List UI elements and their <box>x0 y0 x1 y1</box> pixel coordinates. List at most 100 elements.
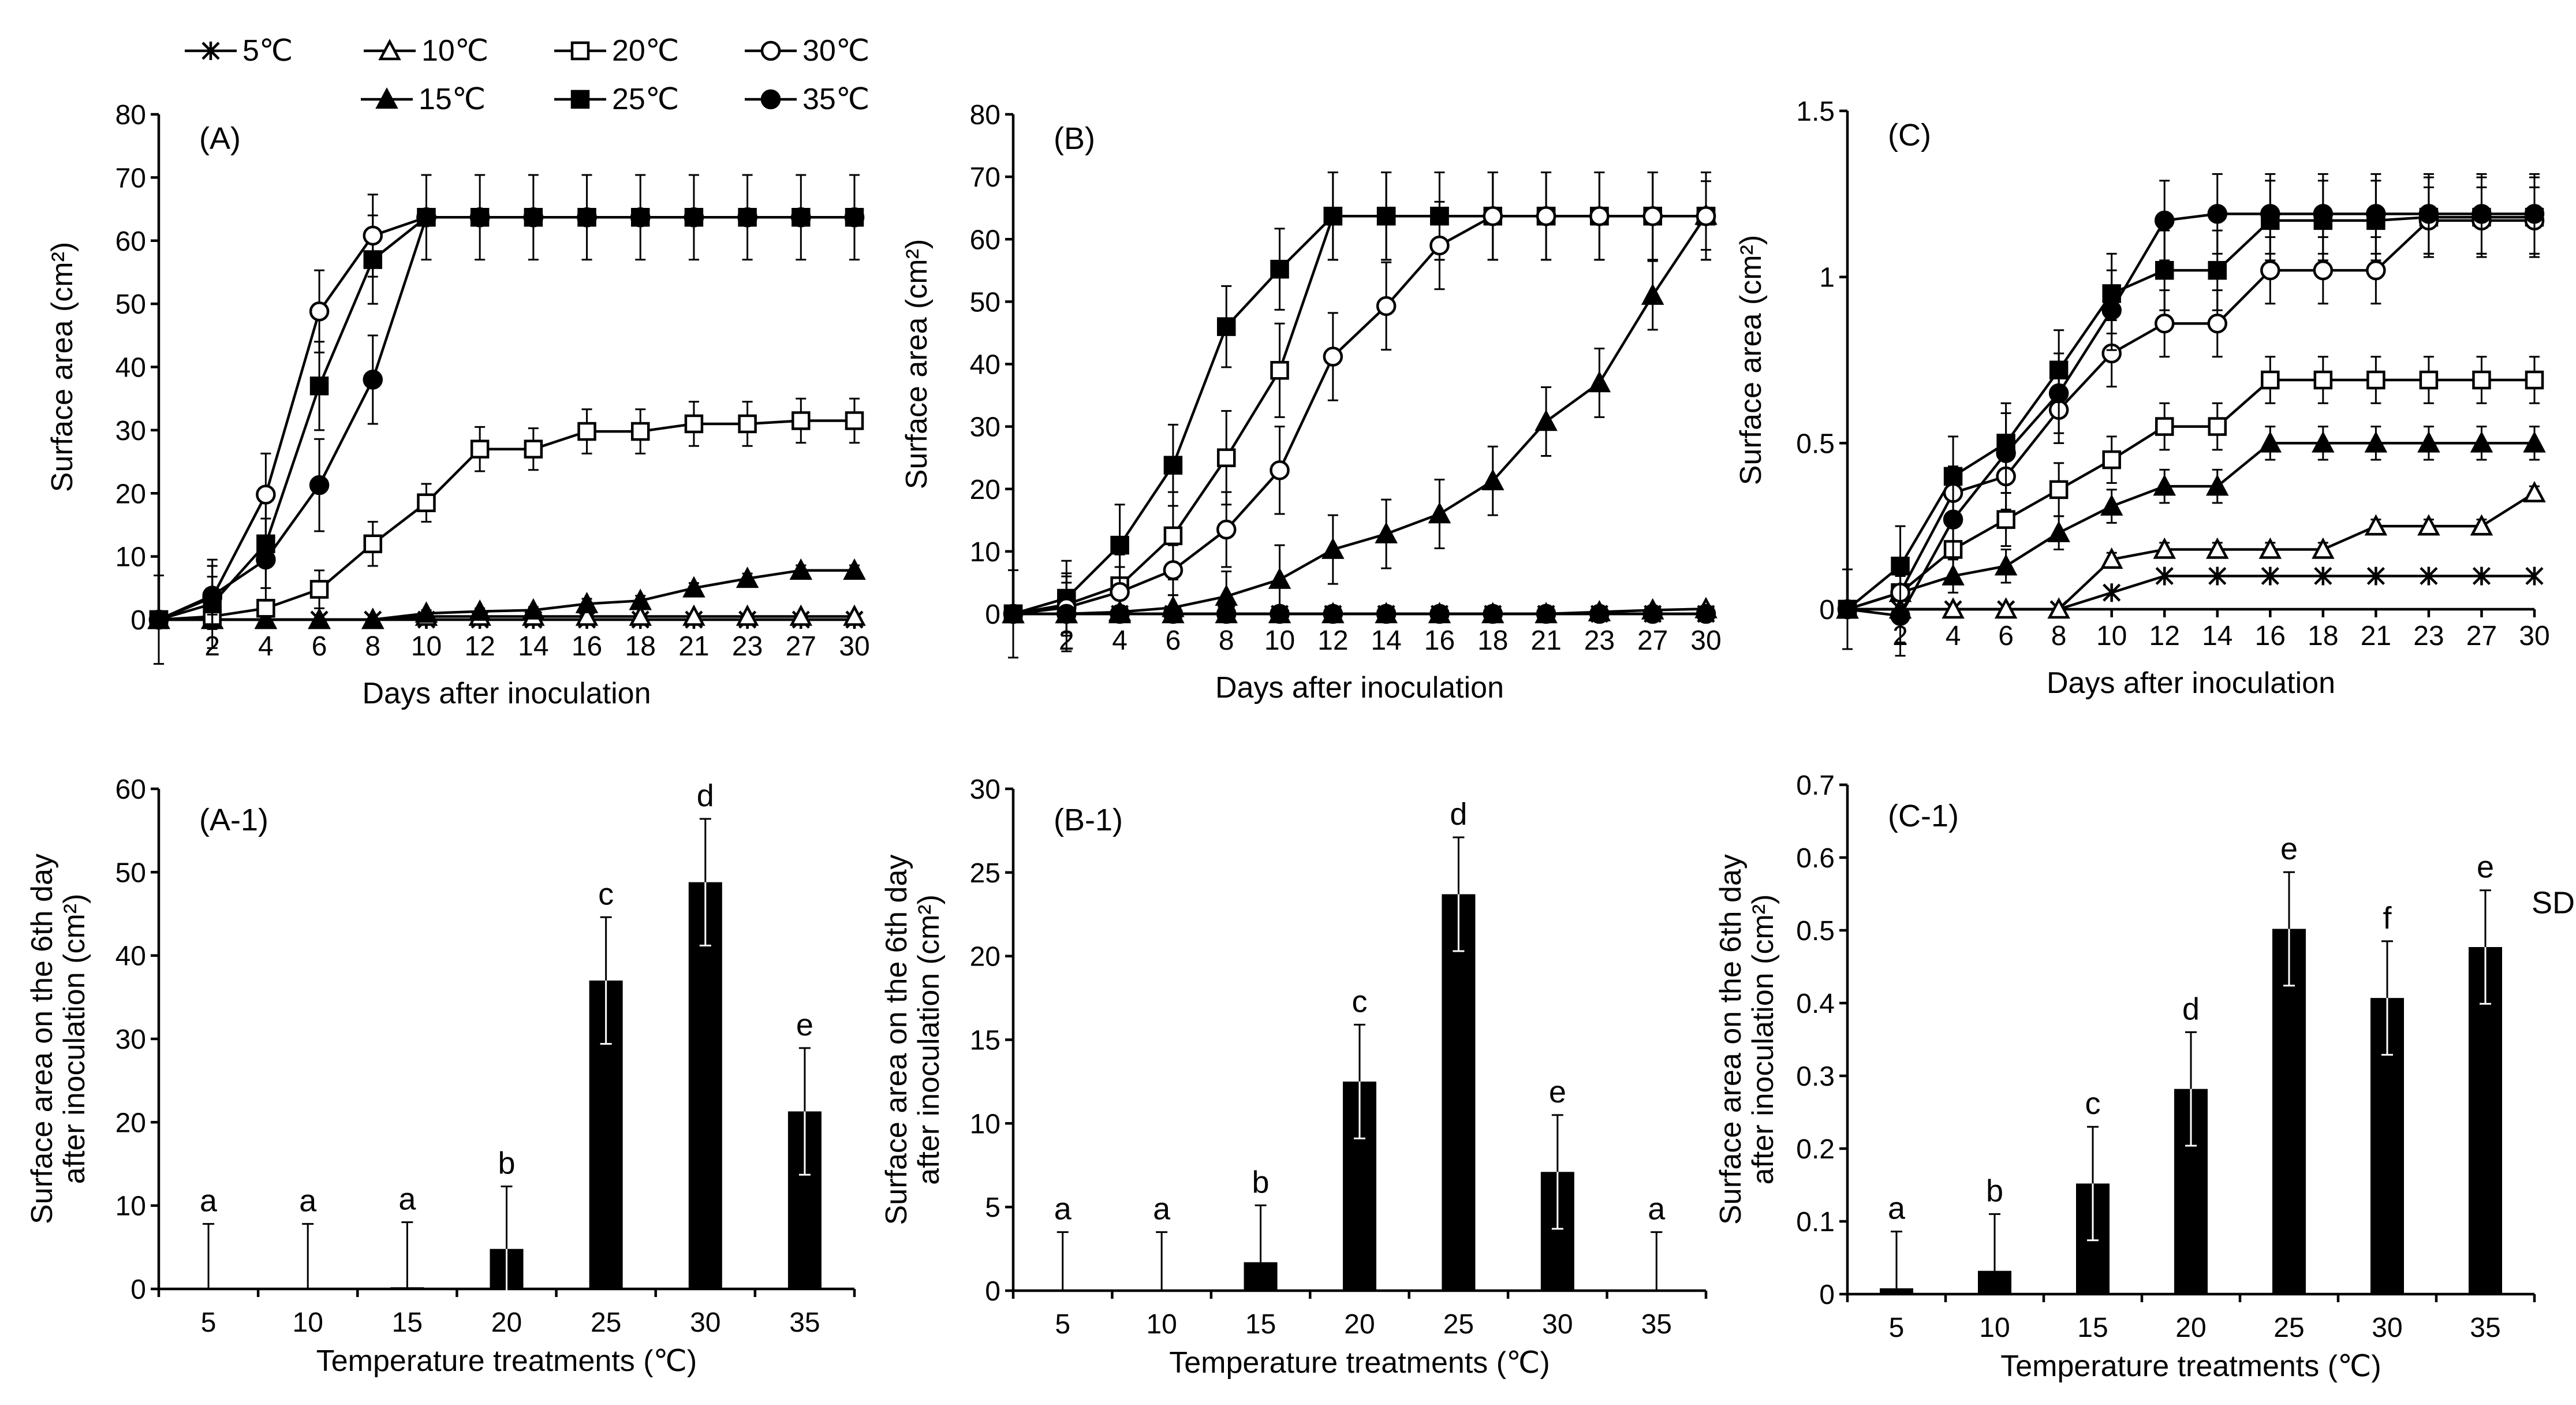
data-point <box>1270 603 1290 624</box>
x-tick-label: 6 <box>1166 625 1181 656</box>
panel-label: (A-1) <box>199 803 268 837</box>
data-point <box>2258 431 2282 453</box>
x-tick-label: 30 <box>2519 621 2549 651</box>
x-tick-label: 21 <box>678 631 709 662</box>
data-point <box>2312 431 2335 453</box>
y-tick-label: 40 <box>115 941 146 972</box>
y-axis-label: Surface area (cm²) <box>900 239 934 489</box>
data-point <box>2155 567 2174 586</box>
y-tick-label: 25 <box>970 858 1000 889</box>
legend-label: 20℃ <box>612 34 679 68</box>
data-point <box>1375 521 1398 543</box>
y-tick-label: 0 <box>1819 595 1835 625</box>
x-tick-label: 12 <box>464 631 495 662</box>
y-tick-label: 30 <box>970 412 1000 443</box>
data-point <box>1323 603 1343 624</box>
y-tick-label: 50 <box>115 858 146 888</box>
data-point <box>575 591 599 613</box>
data-point <box>2261 370 2280 390</box>
x-tick-label: 5 <box>1055 1309 1070 1340</box>
y-tick-label: 1.5 <box>1796 96 1835 127</box>
y-tick-label: 0.3 <box>1796 1061 1835 1092</box>
data-point <box>2103 583 2121 602</box>
y-tick-label: 60 <box>115 774 146 805</box>
y-tick-label: 0.5 <box>1796 916 1835 946</box>
data-point <box>309 580 329 599</box>
data-point <box>2313 370 2333 390</box>
y-tick-label: 5 <box>985 1192 1000 1223</box>
data-point <box>309 377 329 396</box>
data-point <box>2153 474 2176 496</box>
data-point <box>1215 584 1238 606</box>
data-point <box>736 567 759 588</box>
legend-item: 15℃ <box>361 83 486 116</box>
significance-letter: a <box>1888 1191 1906 1226</box>
data-point <box>1696 603 1716 624</box>
data-point <box>2313 260 2334 281</box>
data-point <box>1216 317 1236 336</box>
data-point <box>789 604 813 626</box>
x-tick-label: 21 <box>2361 621 2391 651</box>
x-tick-label: 6 <box>312 631 327 662</box>
data-point <box>1641 283 1664 305</box>
y-axis-label: Surface area on the 6th day <box>880 855 913 1225</box>
legend-marker-square <box>570 41 590 61</box>
data-point <box>1429 603 1450 624</box>
y-tick-label: 10 <box>115 542 146 573</box>
data-point <box>1270 361 1289 380</box>
legend-label: 30℃ <box>802 34 869 68</box>
data-point <box>2524 204 2545 224</box>
x-tick-label: 14 <box>2202 621 2232 651</box>
series-square-open <box>149 397 864 629</box>
data-point <box>361 608 384 629</box>
bar <box>688 882 722 1289</box>
data-point <box>1376 296 1397 316</box>
data-point <box>1536 206 1556 226</box>
data-point <box>1268 567 1291 589</box>
bar <box>2272 929 2306 1294</box>
data-point <box>1483 206 1503 226</box>
legend-marker-triangle <box>378 39 401 61</box>
data-point <box>1003 603 1024 624</box>
significance-letter: e <box>1549 1075 1566 1109</box>
bar-chart-1: 0 5 10 15 20 25 30 5 10 15 20 25 30 35 Temperature tre… <box>880 774 1708 1380</box>
y-tick-label: 80 <box>970 100 1000 131</box>
y-axis-label: after inoculation (cm²) <box>1746 895 1780 1185</box>
x-tick-label: 35 <box>2470 1313 2500 1343</box>
data-point <box>2366 567 2385 586</box>
x-tick-label: 16 <box>572 631 602 662</box>
x-tick-label: 25 <box>1443 1309 1474 1340</box>
x-tick-label: 10 <box>411 631 442 662</box>
y-tick-label: 20 <box>115 1108 146 1138</box>
bar-chart-0: 0 10 20 30 40 50 60 5 10 15 20 25 30 35 Temperature tr… <box>25 774 856 1378</box>
data-point <box>2258 537 2282 559</box>
y-tick-label: 0 <box>985 1276 1000 1307</box>
x-tick-label: 8 <box>365 631 380 662</box>
data-point <box>2207 204 2228 224</box>
data-point <box>1696 206 1716 226</box>
data-point <box>1216 603 1237 624</box>
data-point <box>1323 346 1343 367</box>
legend-marker-star <box>201 42 220 60</box>
data-point <box>1481 468 1504 490</box>
data-point <box>2155 260 2174 280</box>
data-point <box>1483 603 1503 624</box>
data-point <box>2047 520 2070 542</box>
series-circle-open <box>1003 172 1716 633</box>
series-square-filled <box>1003 172 1716 637</box>
data-point <box>1163 526 1183 546</box>
data-point <box>2366 370 2385 390</box>
legend-marker-circle <box>760 40 781 61</box>
y-tick-label: 50 <box>115 289 146 320</box>
significance-letter: b <box>1252 1165 1270 1199</box>
data-point <box>1837 599 1858 620</box>
data-point <box>2472 370 2491 390</box>
y-tick-label: 0 <box>130 605 146 636</box>
data-point <box>2364 431 2388 453</box>
significance-letter: a <box>299 1183 317 1218</box>
y-tick-label: 30 <box>115 416 146 446</box>
y-tick-label: 10 <box>970 537 1000 568</box>
x-tick-label: 23 <box>2413 621 2444 651</box>
y-tick-label: 0.1 <box>1796 1207 1835 1238</box>
